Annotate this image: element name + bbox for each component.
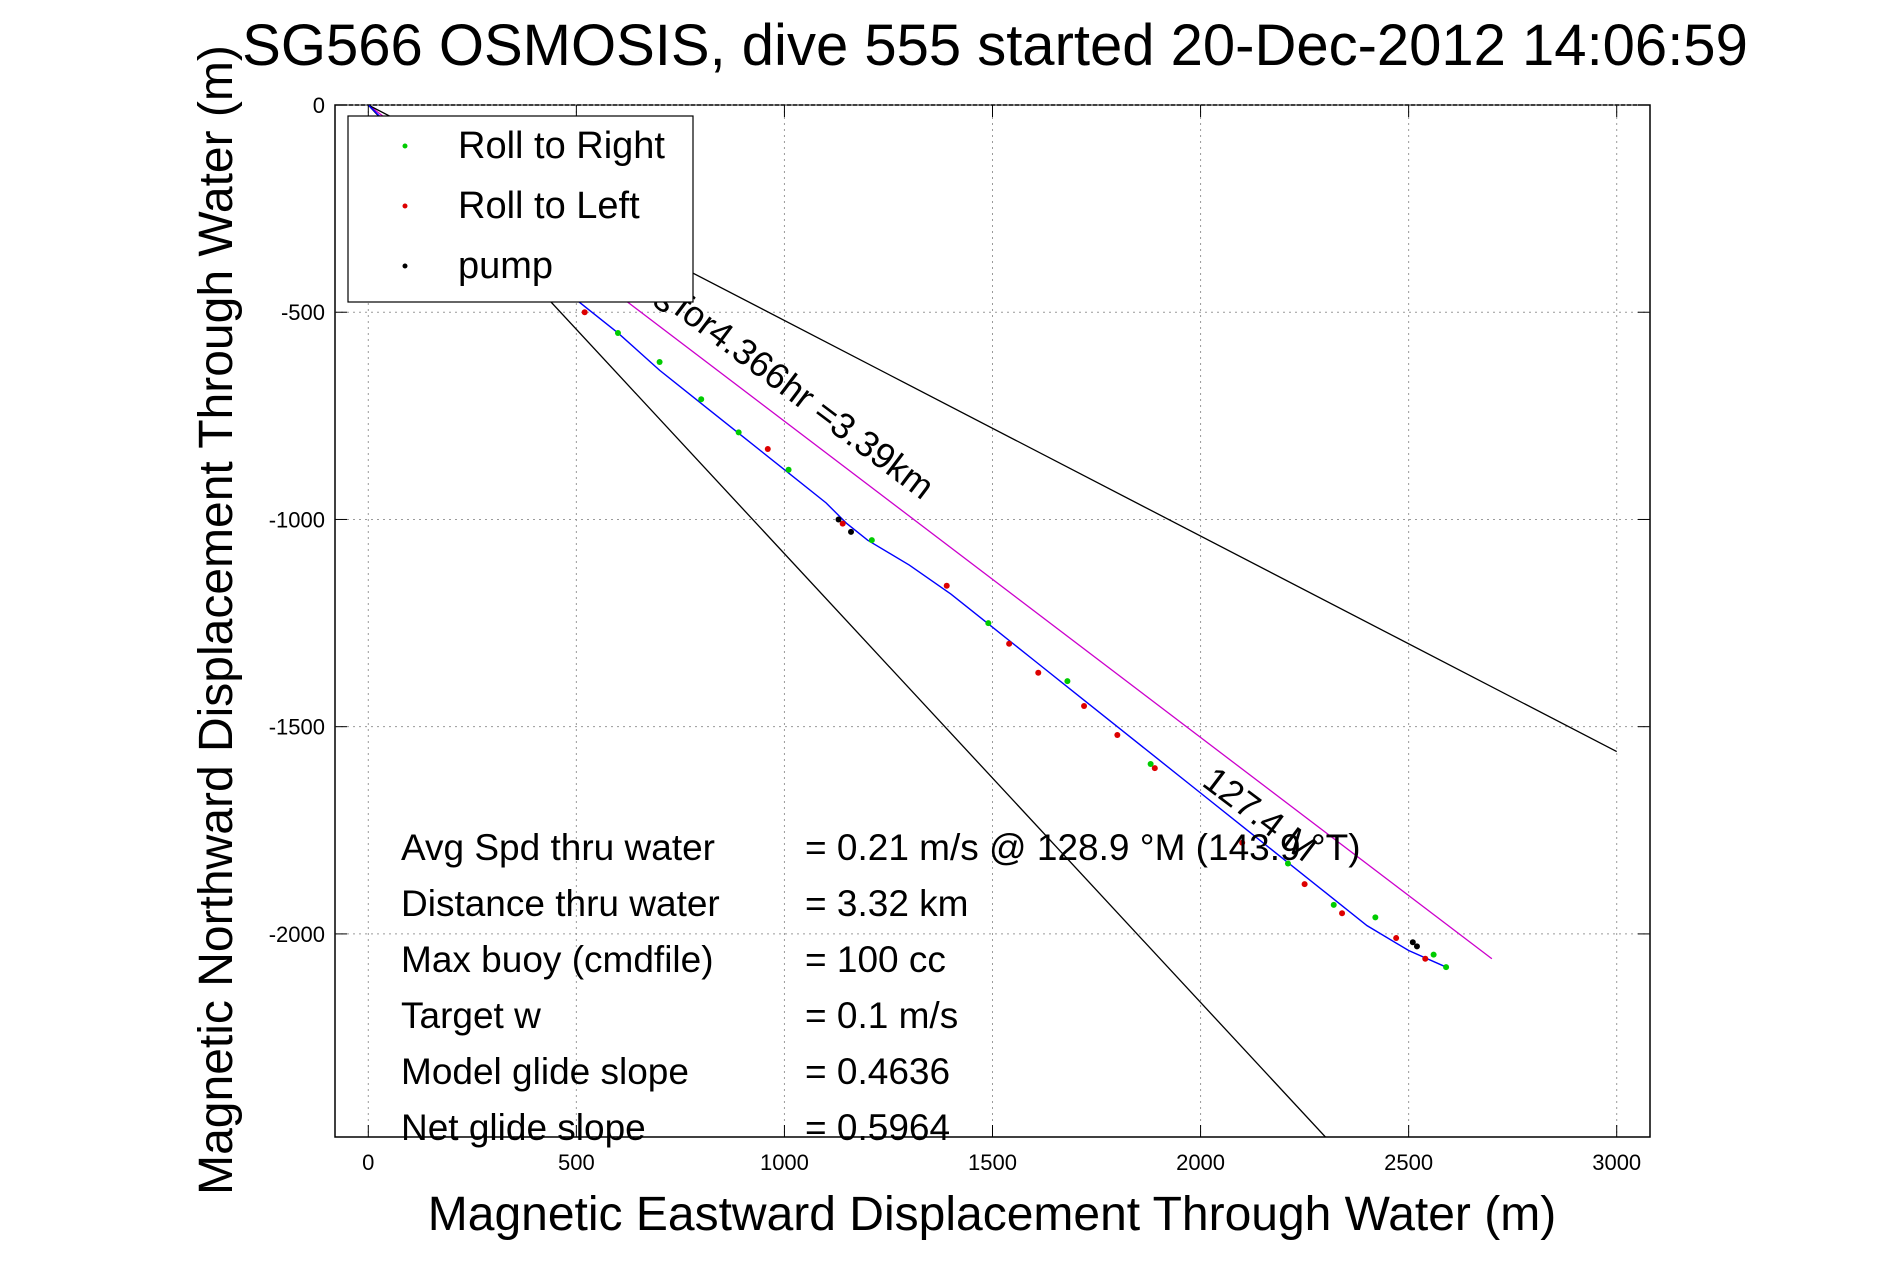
- data-point: [1443, 964, 1450, 971]
- data-point: [1151, 765, 1158, 772]
- data-point: [1393, 935, 1400, 942]
- x-tick-label: 500: [558, 1150, 595, 1175]
- data-point: [785, 466, 792, 473]
- stat-label: Model glide slope: [401, 1051, 689, 1092]
- data-point: [1147, 760, 1154, 767]
- data-point: [1413, 943, 1420, 950]
- legend-marker: [402, 203, 408, 209]
- legend: Roll to Right Roll to Left pump: [347, 115, 694, 303]
- data-point: [1422, 955, 1429, 962]
- x-tick-label: 2500: [1384, 1150, 1433, 1175]
- stat-label: Target w: [401, 995, 541, 1036]
- stat-value: = 0.4636: [805, 1051, 950, 1092]
- data-point: [1006, 640, 1013, 647]
- data-point: [1339, 910, 1346, 917]
- grid: [335, 104, 1650, 1137]
- data-point: [614, 329, 621, 336]
- stat-value: = 100 cc: [805, 939, 946, 980]
- track-line: [367, 105, 1447, 968]
- chart-title: SG566 OSMOSIS, dive 555 started 20-Dec-2…: [242, 13, 1748, 78]
- data-point: [1114, 731, 1121, 738]
- data-point: [581, 309, 588, 316]
- data-point: [1035, 669, 1042, 676]
- data-point: [1372, 914, 1379, 921]
- legend-label: Roll to Left: [458, 185, 640, 227]
- y-tick-label: -1500: [269, 715, 325, 740]
- data-point: [1239, 839, 1246, 846]
- stat-label: Avg Spd thru water: [401, 827, 715, 868]
- axis-ticks: 0 500 1000 1500 2000 2500 3000 0 -500 -1000 -1500 -…: [269, 93, 1650, 1175]
- stat-value: = 0.5964: [805, 1107, 950, 1148]
- data-point: [1284, 860, 1291, 867]
- data-point: [1409, 939, 1416, 946]
- y-axis-label: Magnetic Northward Displacement Through …: [190, 45, 243, 1195]
- legend-label: Roll to Right: [458, 125, 665, 167]
- x-tick-label: 3000: [1592, 1150, 1641, 1175]
- x-tick-label: 1000: [760, 1150, 809, 1175]
- data-point: [943, 582, 950, 589]
- y-tick-label: 0: [313, 93, 325, 118]
- legend-marker: [402, 143, 408, 149]
- data-point: [1064, 678, 1071, 685]
- y-tick-label: -500: [281, 300, 325, 325]
- y-tick-label: -2000: [269, 922, 325, 947]
- x-tick-label: 0: [362, 1150, 374, 1175]
- data-point: [839, 520, 846, 527]
- x-axis-label: Magnetic Eastward Displacement Through W…: [428, 1188, 1556, 1241]
- data-point: [764, 446, 771, 452]
- stat-label: Max buoy (cmdfile): [401, 939, 714, 980]
- data-point: [1430, 951, 1437, 958]
- data-point: [868, 537, 875, 544]
- data-point: [1301, 881, 1308, 888]
- data-point: [835, 516, 842, 523]
- y-tick-label: -1000: [269, 507, 325, 532]
- data-point: [848, 528, 855, 535]
- stat-label: Net glide slope: [401, 1107, 646, 1148]
- x-tick-label: 1500: [968, 1150, 1017, 1175]
- data-point: [1330, 901, 1337, 908]
- data-point: [985, 620, 992, 627]
- legend-label: pump: [458, 245, 553, 287]
- data-point: [698, 396, 705, 403]
- data-point: [1081, 702, 1088, 709]
- stats-block: Avg Spd thru water = 0.21 m/s @ 128.9 °M …: [401, 827, 1361, 1148]
- stat-value: = 0.1 m/s: [805, 995, 958, 1036]
- stat-label: Distance thru water: [401, 883, 720, 924]
- x-tick-label: 2000: [1176, 1150, 1225, 1175]
- data-point: [735, 429, 742, 436]
- data-point: [656, 358, 663, 365]
- stat-value: = 3.32 km: [805, 883, 969, 924]
- legend-marker: [402, 263, 408, 269]
- stat-value: = 0.21 m/s @ 128.9 °M (143.9 °T): [805, 827, 1361, 868]
